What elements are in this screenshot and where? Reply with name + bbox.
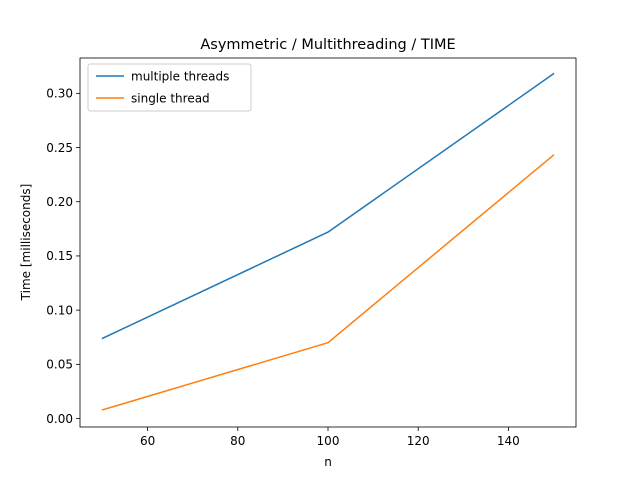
x-axis-label: n bbox=[324, 455, 332, 469]
x-tick-label: 120 bbox=[407, 434, 430, 448]
series-line-0 bbox=[101, 72, 555, 340]
y-tick-label: 0.05 bbox=[46, 358, 73, 372]
x-tick-label: 140 bbox=[497, 434, 520, 448]
y-tick-label: 0.15 bbox=[46, 249, 73, 263]
y-axis-label: Time [milliseconds] bbox=[19, 184, 33, 302]
legend-box bbox=[87, 63, 252, 112]
x-tick-label: 80 bbox=[230, 434, 245, 448]
y-tick-label: 0.30 bbox=[46, 87, 73, 101]
x-tick-label: 100 bbox=[317, 434, 340, 448]
y-tick-label: 0.10 bbox=[46, 303, 73, 317]
legend-label-0: multiple threads bbox=[131, 69, 229, 83]
y-tick-label: 0.20 bbox=[46, 195, 73, 209]
plot-area: 60 80 100 120 140 0.00 0.05 0.10 0.15 0.20 0.25 0.3… bbox=[46, 57, 577, 448]
series-line-1 bbox=[101, 154, 555, 411]
x-tick-label: 60 bbox=[140, 434, 155, 448]
y-tick-label: 0.00 bbox=[46, 412, 73, 426]
chart-title: Asymmetric / Multithreading / TIME bbox=[200, 37, 455, 53]
y-tick-label: 0.25 bbox=[46, 141, 73, 155]
legend-label-1: single thread bbox=[131, 91, 210, 105]
